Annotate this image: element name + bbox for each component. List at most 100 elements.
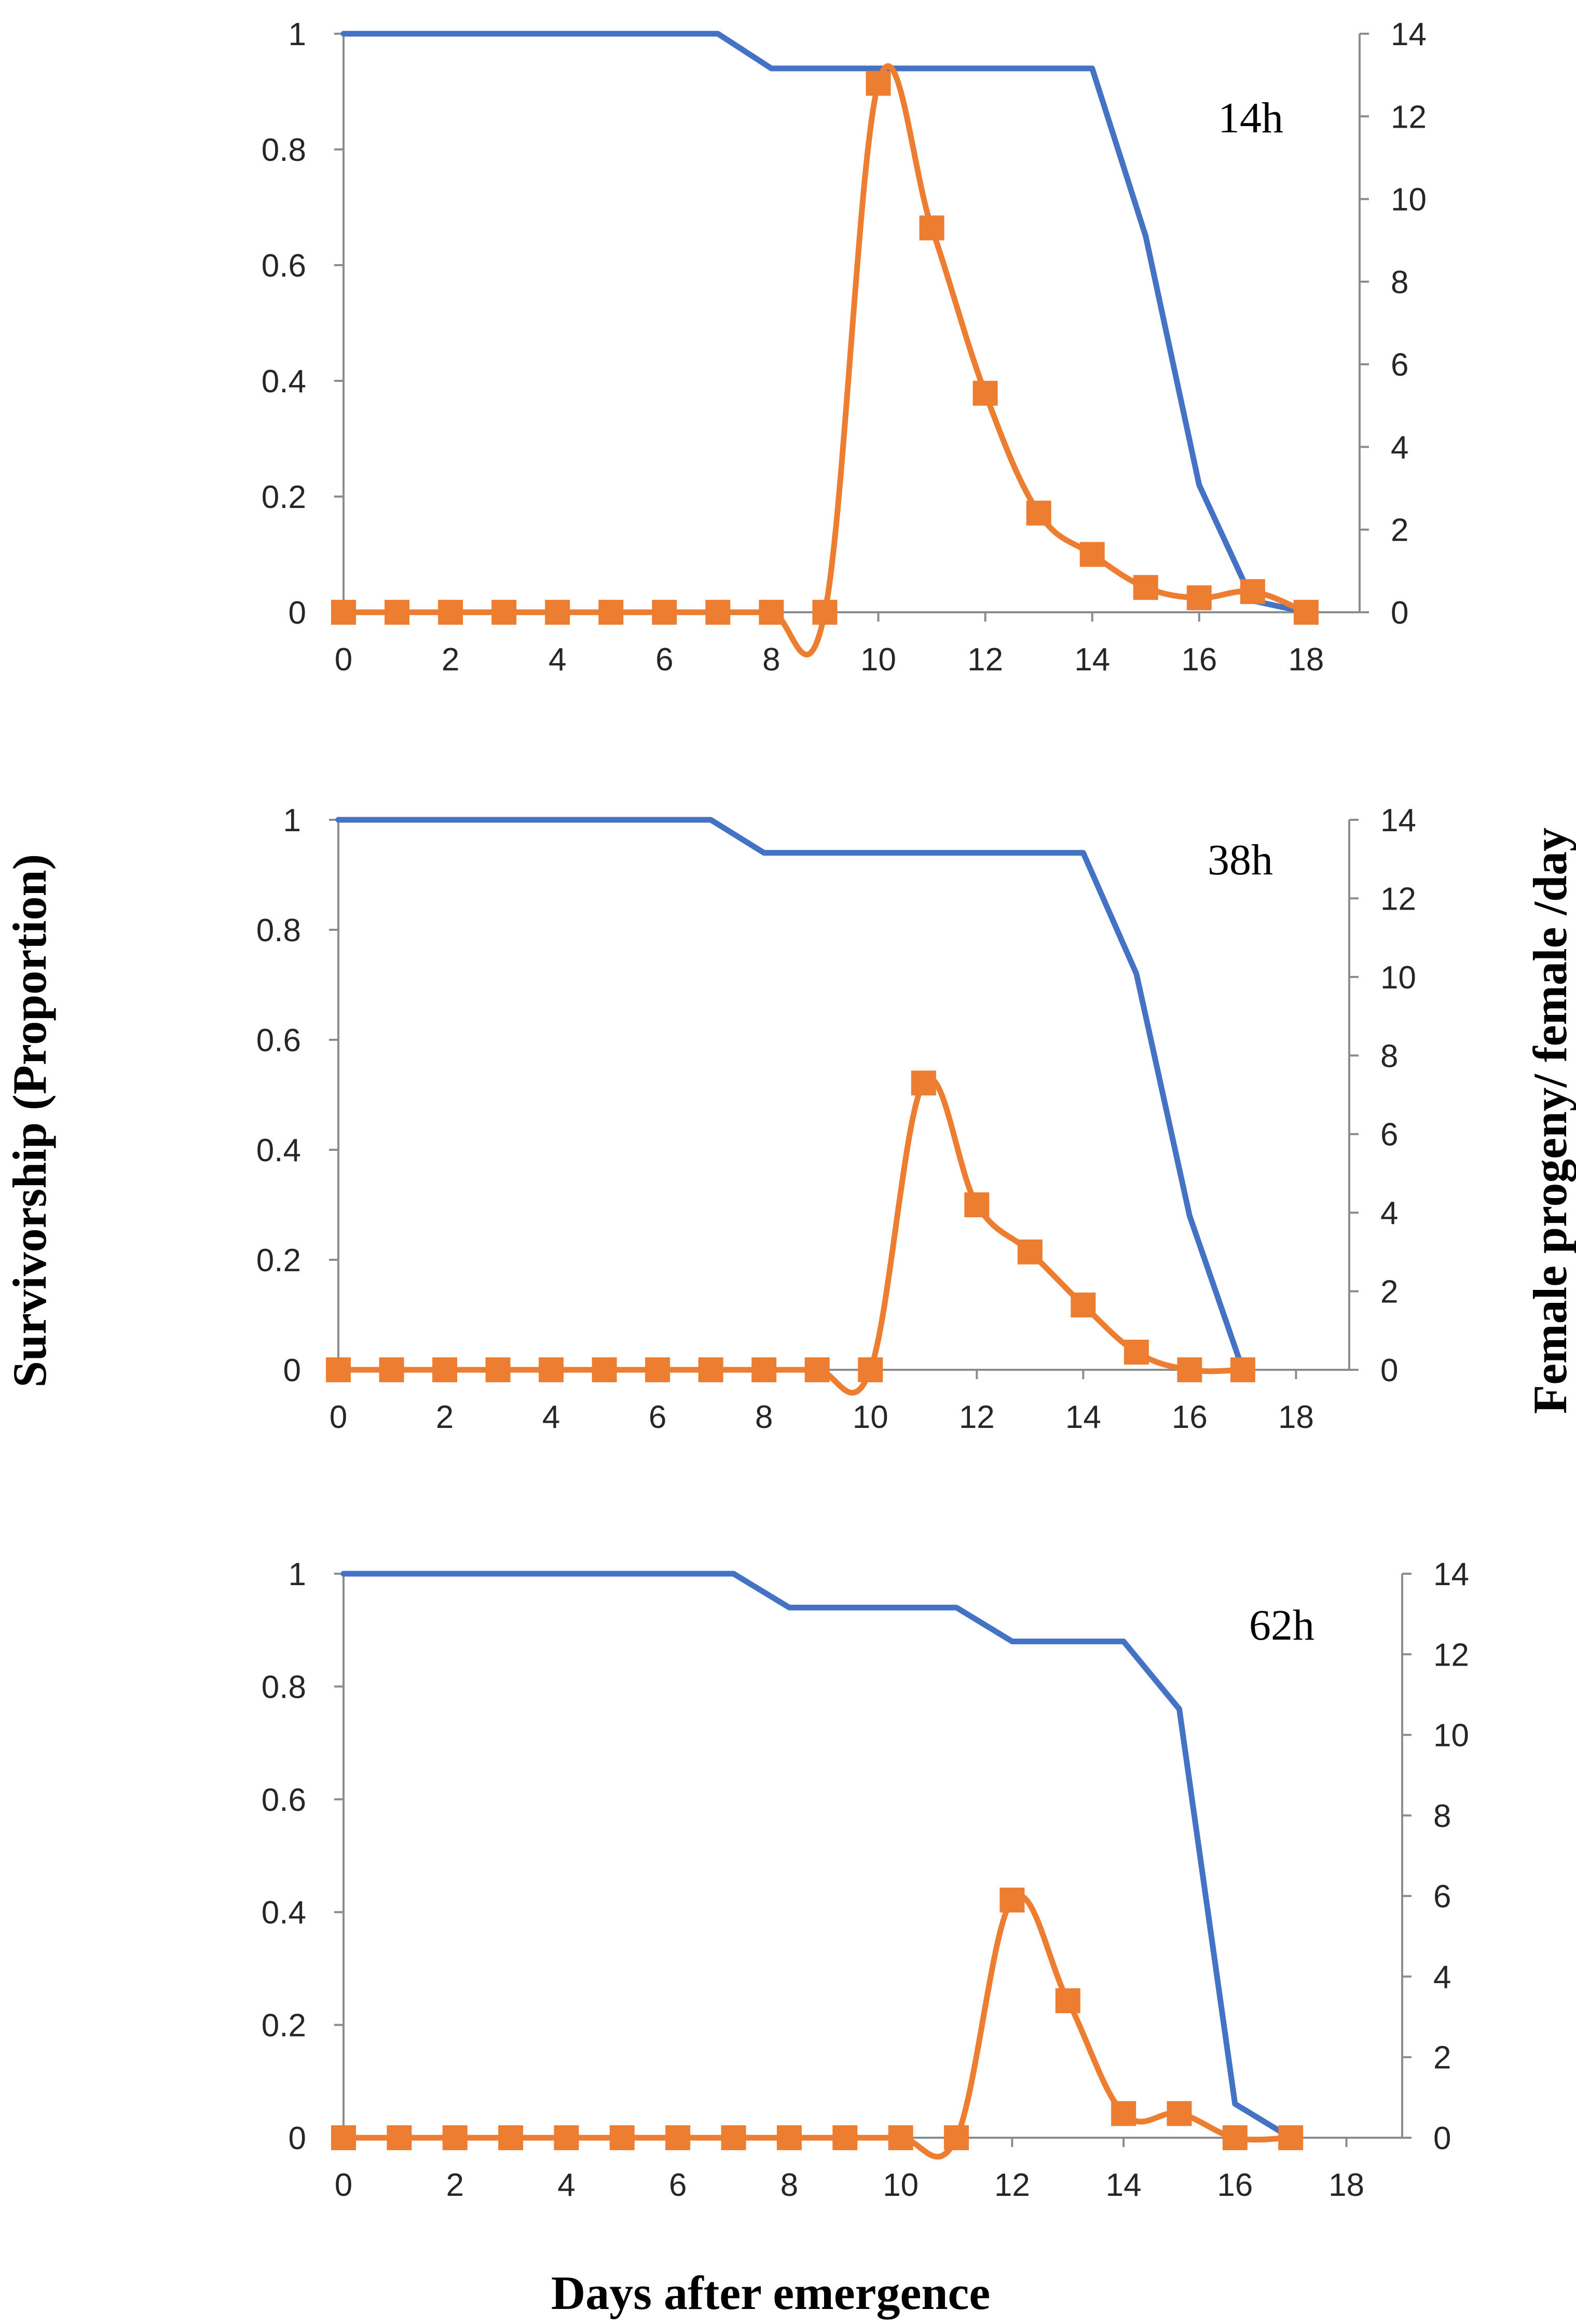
x-tick-label: 16	[1181, 642, 1217, 678]
x-tick-label: 2	[442, 642, 459, 678]
x-tick-label: 4	[557, 2167, 575, 2203]
x-tick-label: 18	[1288, 642, 1324, 678]
progeny-point	[331, 600, 356, 625]
y-tick-label-right: 4	[1391, 430, 1408, 465]
progeny-point	[1167, 2101, 1192, 2126]
progeny-point	[442, 2125, 468, 2150]
y-tick-label-right: 14	[1380, 803, 1416, 838]
y-tick-label-left: 1	[283, 803, 301, 838]
progeny-point	[804, 1357, 830, 1382]
progeny-point	[1055, 1988, 1080, 2014]
y-tick-label-left: 0.6	[256, 1023, 301, 1058]
chart-panels: 0 2 4 6 8 10 12 14 16 1800.20.40.60.8102468101214…	[256, 17, 1469, 2203]
progeny-point	[1240, 579, 1265, 604]
progeny-point	[944, 2125, 969, 2150]
progeny-point	[866, 71, 891, 96]
y-tick-label-right: 6	[1391, 347, 1408, 383]
y-tick-label-right: 14	[1391, 17, 1427, 52]
progeny-point	[326, 1357, 351, 1382]
x-tick-label: 18	[1278, 1399, 1314, 1435]
progeny-point	[1278, 2125, 1304, 2150]
x-tick-label: 2	[436, 1399, 454, 1435]
x-tick-label: 10	[883, 2167, 919, 2203]
y-tick-label-right: 0	[1433, 2121, 1451, 2156]
x-tick-label: 2	[446, 2167, 463, 2203]
progeny-point	[1230, 1357, 1255, 1382]
progeny-point	[498, 2125, 524, 2150]
y-tick-label-left: 0.4	[262, 1895, 306, 1931]
progeny-point	[776, 2125, 802, 2150]
progeny-point	[911, 1070, 936, 1096]
progeny-point	[1222, 2125, 1248, 2150]
progeny-point	[999, 1887, 1025, 1913]
progeny-point	[759, 600, 784, 625]
x-tick-label: 12	[967, 642, 1003, 678]
y-tick-label-left: 0.6	[262, 248, 306, 284]
progeny-point	[812, 600, 838, 625]
x-tick-label: 10	[860, 642, 896, 678]
progeny-point	[491, 600, 517, 625]
x-tick-label: 16	[1172, 1399, 1208, 1435]
y-tick-label-right: 12	[1391, 99, 1427, 135]
progeny-point	[331, 2125, 356, 2150]
progeny-point	[705, 600, 731, 625]
x-tick-label: 12	[994, 2167, 1030, 2203]
progeny-point	[1186, 585, 1212, 611]
x-tick-label: 8	[780, 2167, 798, 2203]
y-tick-label-right: 12	[1433, 1637, 1469, 1673]
x-tick-label: 14	[1106, 2167, 1142, 2203]
progeny-point	[964, 1192, 990, 1217]
x-tick-label: 14	[1065, 1399, 1101, 1435]
x-tick-label: 16	[1217, 2167, 1253, 2203]
survivorship-line	[335, 817, 1246, 1373]
progeny-line	[340, 63, 1309, 657]
progeny-point	[1071, 1292, 1096, 1318]
progeny-point	[888, 2125, 913, 2150]
x-tick-label: 14	[1074, 642, 1110, 678]
y-tick-label-right: 2	[1433, 2040, 1451, 2076]
y-tick-label-right: 4	[1380, 1195, 1398, 1231]
progeny-point	[1177, 1357, 1202, 1382]
progeny-point	[1079, 542, 1105, 567]
chart-panel-62h: 0 2 4 6 8 10 12 14 16 1800.20.40.60.8102468101214…	[262, 1557, 1469, 2203]
progeny-point	[1123, 1339, 1149, 1365]
y-tick-label-left: 0.6	[262, 1782, 306, 1818]
x-tick-label: 10	[853, 1399, 888, 1435]
y-tick-label-right: 6	[1380, 1117, 1398, 1153]
progeny-line	[340, 1893, 1294, 2160]
y-tick-label-left: 0.8	[262, 1669, 306, 1705]
panel-label: 62h	[1249, 1601, 1314, 1649]
y-tick-label-right: 8	[1433, 1798, 1451, 1834]
y-axis-left-title: Survivorship (Proportion)	[3, 854, 56, 1387]
x-tick-label: 12	[959, 1399, 995, 1435]
progeny-point	[919, 215, 944, 241]
x-tick-label: 18	[1328, 2167, 1364, 2203]
x-tick-label: 6	[649, 1399, 666, 1435]
y-tick-label-right: 10	[1391, 182, 1427, 218]
progeny-point	[1293, 600, 1319, 625]
progeny-point	[379, 1357, 404, 1382]
progeny-point	[598, 600, 624, 625]
progeny-point	[485, 1357, 511, 1382]
y-tick-label-right: 10	[1433, 1718, 1469, 1754]
progeny-point	[1026, 500, 1051, 526]
y-tick-label-right: 10	[1380, 960, 1416, 996]
progeny-point	[385, 600, 410, 625]
progeny-point	[751, 1357, 777, 1382]
progeny-point	[554, 2125, 579, 2150]
panel-label: 38h	[1208, 836, 1273, 884]
progeny-point	[1017, 1239, 1043, 1264]
progeny-point	[665, 2125, 691, 2150]
progeny-point	[832, 2125, 858, 2150]
y-tick-label-left: 0.4	[262, 364, 306, 400]
progeny-point	[1133, 575, 1158, 600]
progeny-point	[545, 600, 570, 625]
y-tick-label-right: 8	[1380, 1038, 1398, 1074]
progeny-point	[592, 1357, 617, 1382]
y-tick-label-right: 0	[1391, 595, 1408, 631]
y-tick-label-left: 0.2	[256, 1243, 301, 1278]
progeny-point	[609, 2125, 635, 2150]
progeny-point	[539, 1357, 564, 1382]
y-tick-label-right: 14	[1433, 1557, 1469, 1592]
